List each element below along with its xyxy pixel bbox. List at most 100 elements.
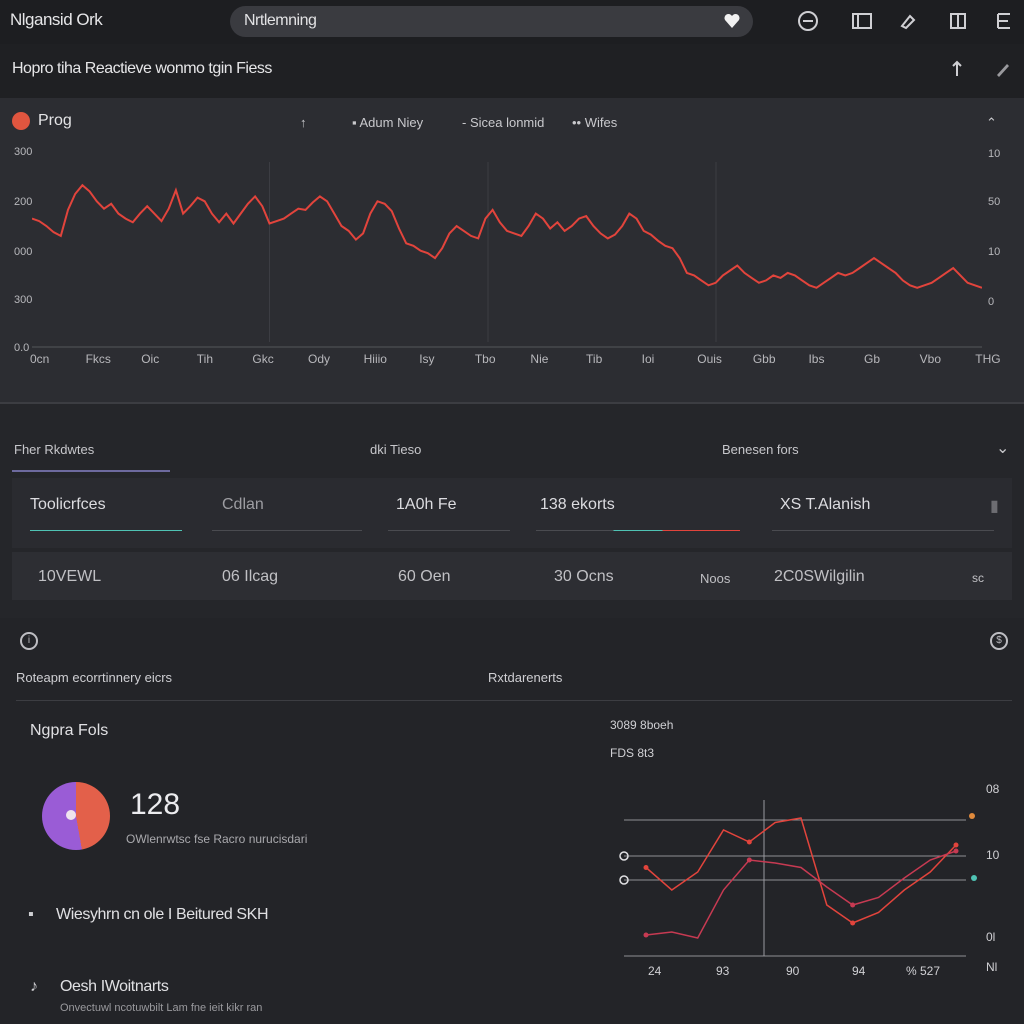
filter-item-1[interactable]: Toolicrfces bbox=[30, 496, 106, 513]
legend-item-2[interactable]: - Sicea lonmid bbox=[462, 115, 545, 130]
stat-3: 60 Oen bbox=[398, 568, 451, 585]
mini-x-tick-label: 94 bbox=[852, 964, 866, 978]
mini-point bbox=[746, 839, 752, 845]
mini-x-tick-label: % bbox=[906, 964, 917, 978]
search-input[interactable]: Nrtlemning bbox=[244, 12, 317, 29]
mini-y-tick-label: 08 bbox=[986, 782, 1000, 796]
x-tick-label: Tib bbox=[586, 352, 603, 366]
legend-item-1[interactable]: ▪ Adum Niey bbox=[352, 115, 424, 130]
mini-x-tick-label: 93 bbox=[716, 964, 730, 978]
tab-1[interactable]: Fher Rkdwtes bbox=[14, 442, 95, 457]
mini-point bbox=[953, 848, 959, 854]
search-bar[interactable]: Nrtlemning bbox=[230, 6, 753, 37]
mini-point bbox=[850, 920, 856, 926]
legend-marker: ↑ bbox=[300, 115, 307, 130]
big-number: 128 bbox=[130, 788, 181, 821]
mini-point bbox=[643, 865, 649, 870]
stat-6: 2C0SWilgilin bbox=[774, 568, 865, 585]
panel-icon[interactable] bbox=[946, 10, 970, 32]
mini-x-tick-label: 90 bbox=[786, 964, 800, 978]
y-right-tick-label: 0 bbox=[988, 296, 995, 308]
chart-logo-icon bbox=[12, 112, 30, 130]
music-note-icon: ♪ bbox=[30, 978, 38, 995]
filter-item-3[interactable]: 1A0h Fe bbox=[396, 496, 457, 513]
donut-chart bbox=[42, 782, 110, 850]
mini-series-line bbox=[645, 817, 957, 924]
y-tick-label: 0.0 bbox=[14, 342, 30, 354]
chevron-down-icon[interactable]: ⌄ bbox=[996, 440, 1010, 457]
gauge-icon[interactable] bbox=[796, 10, 820, 32]
pen-icon[interactable] bbox=[896, 10, 920, 32]
x-tick-label: Ouis bbox=[697, 352, 722, 366]
x-tick-label: Ioi bbox=[641, 352, 655, 366]
filter-item-4[interactable]: 138 ekorts bbox=[540, 496, 615, 513]
filter-item-2[interactable]: Cdlan bbox=[222, 496, 264, 513]
mini-point bbox=[850, 902, 856, 908]
x-tick-label: Fkcs bbox=[85, 352, 111, 366]
x-tick-label: Vbo bbox=[919, 352, 941, 366]
big-caption: OWlenrwtsc fse Racro nurucisdari bbox=[126, 832, 308, 846]
heart-icon[interactable] bbox=[723, 12, 741, 30]
stat-2: 06 Ilcag bbox=[222, 568, 279, 585]
mini-chart-subheader: FDS 8t3 bbox=[610, 746, 655, 760]
list-item-title[interactable]: Wiesyhrn cn ole I Beitured SKH bbox=[56, 906, 269, 923]
x-tick-label: Gb bbox=[864, 352, 881, 366]
y-right-tick-label: 10 bbox=[988, 246, 1001, 258]
y-tick-label: 300 bbox=[14, 294, 33, 306]
menu-icon[interactable] bbox=[992, 10, 1016, 32]
donut-center bbox=[66, 810, 76, 820]
mini-y-tick-label: 10 bbox=[986, 848, 1000, 862]
page-header: Hopro tiha Reactieve wonmo tgin Fiess bbox=[0, 44, 1024, 98]
x-tick-label: THG bbox=[975, 352, 1001, 366]
x-tick-label: Tih bbox=[196, 352, 214, 366]
tab-2[interactable]: dki Tieso bbox=[370, 442, 422, 457]
mini-marker bbox=[619, 875, 629, 885]
filter-underline bbox=[536, 530, 740, 531]
mini-y-tick-label: 0l bbox=[986, 930, 996, 944]
legend-label: Wifes bbox=[584, 115, 618, 130]
filter-underline bbox=[30, 530, 182, 531]
main-line-chart[interactable] bbox=[32, 142, 982, 352]
info-icon[interactable]: i bbox=[20, 632, 38, 650]
stats-row: 10VEWL 06 Ilcag 60 Oen 30 Ocns Noos 2C0S… bbox=[12, 552, 1012, 600]
x-tick-label: Tbo bbox=[474, 352, 496, 366]
filter-item-5[interactable]: XS T.Alanish bbox=[780, 496, 871, 513]
drag-handle-icon[interactable]: ▮ bbox=[990, 498, 999, 515]
stat-7: sc bbox=[972, 571, 984, 585]
mini-point bbox=[746, 857, 752, 863]
filter-row: Toolicrfces Cdlan 1A0h Fe 138 ekorts XS … bbox=[12, 478, 1012, 548]
filter-underline bbox=[212, 530, 362, 531]
collapse-icon[interactable]: ⌃ bbox=[986, 115, 997, 130]
x-tick-label: Oic bbox=[141, 352, 160, 366]
page-title: Hopro tiha Reactieve wonmo tgin Fiess bbox=[12, 60, 272, 77]
mini-marker bbox=[971, 875, 977, 881]
legend-label: Adum Niey bbox=[359, 115, 424, 130]
x-tick-label: Nie bbox=[530, 352, 549, 366]
mini-point bbox=[953, 842, 959, 848]
chart-name: Prog bbox=[38, 112, 72, 129]
legend-item-3[interactable]: •• Wifes bbox=[572, 115, 618, 130]
right-section-label: Rxtdarenerts bbox=[488, 670, 563, 685]
mini-y-tick-label: Nl bbox=[986, 960, 998, 974]
app-title: Nlgansid Ork bbox=[10, 10, 103, 29]
list-item-title[interactable]: Oesh IWoitnarts bbox=[60, 978, 169, 995]
left-section-label: Roteapm ecorrtinnery eicrs bbox=[16, 670, 173, 685]
edit-icon[interactable] bbox=[992, 58, 1014, 80]
active-tab-indicator bbox=[12, 470, 170, 472]
settings-icon[interactable]: $ bbox=[990, 632, 1008, 650]
tab-3[interactable]: Benesen fors bbox=[722, 442, 799, 457]
stat-5: Noos bbox=[700, 571, 731, 586]
upload-icon[interactable] bbox=[946, 58, 968, 80]
mini-chart-header: 3089 8boeh bbox=[610, 718, 674, 732]
y-right-tick-label: 10 bbox=[988, 148, 1001, 160]
x-tick-label: 0cn bbox=[30, 352, 50, 366]
series-line bbox=[32, 183, 982, 289]
filter-underline bbox=[772, 530, 994, 531]
window-icon[interactable] bbox=[850, 10, 874, 32]
x-tick-label: Ibs bbox=[808, 352, 825, 366]
list-square-icon: ▪ bbox=[28, 906, 34, 923]
mini-x-tick-label: 527 bbox=[920, 964, 941, 978]
mini-line-chart[interactable] bbox=[616, 780, 978, 960]
tabs-bar: Fher Rkdwtes dki Tieso Benesen fors ⌄ bbox=[0, 432, 1024, 472]
legend-label: Sicea lonmid bbox=[469, 115, 545, 130]
